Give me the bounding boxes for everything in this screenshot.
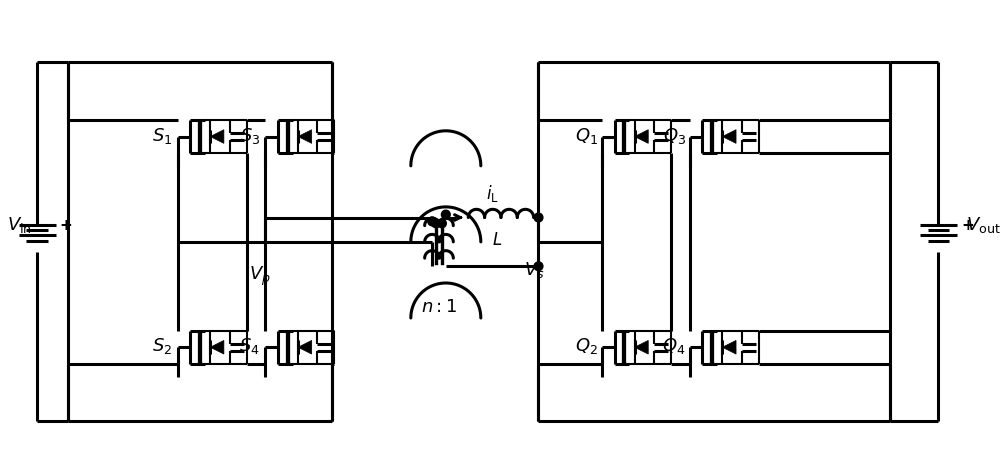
Polygon shape	[298, 341, 312, 354]
Text: $S_{4}$: $S_{4}$	[239, 336, 260, 356]
Text: $V_p$: $V_p$	[249, 264, 270, 287]
Text: $S_{2}$: $S_{2}$	[152, 336, 172, 356]
Text: +: +	[60, 218, 72, 233]
Polygon shape	[722, 341, 736, 354]
Text: $Q_{4}$: $Q_{4}$	[662, 336, 686, 356]
Polygon shape	[210, 130, 224, 144]
Text: $Q_{1}$: $Q_{1}$	[575, 125, 598, 145]
Circle shape	[438, 219, 446, 228]
Text: $i_{\rm L}$: $i_{\rm L}$	[486, 182, 499, 203]
Text: $Q_{2}$: $Q_{2}$	[575, 336, 598, 356]
Text: $Q_{3}$: $Q_{3}$	[663, 125, 686, 145]
Circle shape	[428, 218, 437, 226]
Circle shape	[534, 214, 543, 222]
Polygon shape	[635, 341, 648, 354]
Text: $V_s$: $V_s$	[524, 260, 545, 280]
Text: $n:1$: $n:1$	[421, 298, 457, 316]
Polygon shape	[210, 341, 224, 354]
Text: $V_{\rm in}$: $V_{\rm in}$	[7, 215, 32, 235]
Text: $V_{\rm out}$: $V_{\rm out}$	[966, 215, 1000, 235]
Text: +: +	[961, 218, 974, 233]
Text: $L$: $L$	[492, 232, 502, 248]
Circle shape	[432, 219, 440, 228]
Polygon shape	[298, 130, 312, 144]
Text: $S_{1}$: $S_{1}$	[152, 125, 172, 145]
Circle shape	[441, 211, 450, 219]
Polygon shape	[722, 130, 736, 144]
Polygon shape	[635, 130, 648, 144]
Text: $S_{3}$: $S_{3}$	[240, 125, 260, 145]
Circle shape	[534, 262, 543, 271]
